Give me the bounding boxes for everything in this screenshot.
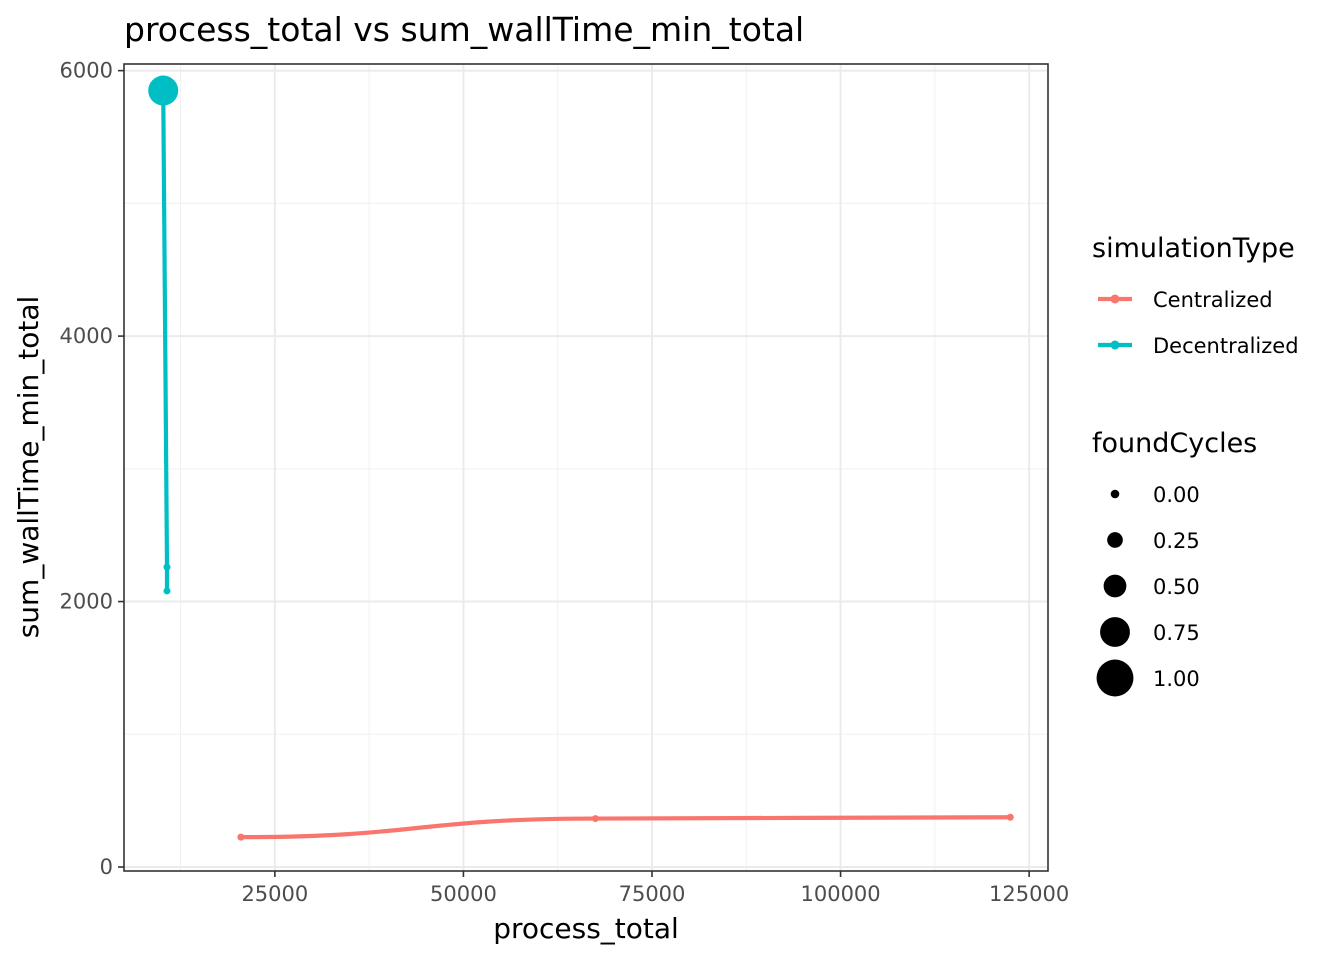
x-axis-title: process_total <box>493 912 679 945</box>
legend-size-label: 0.75 <box>1153 621 1200 645</box>
legend-size-key <box>1107 532 1123 548</box>
legend-size-key <box>1103 574 1127 598</box>
x-tick-label: 25000 <box>241 882 308 906</box>
legend-color-title: simulationType <box>1092 233 1295 264</box>
legend-key-point-centralized <box>1110 294 1120 304</box>
y-tick-label: 2000 <box>60 590 113 614</box>
y-tick-label: 6000 <box>60 59 113 83</box>
legend-size-label: 0.50 <box>1153 575 1200 599</box>
legend-label-centralized: Centralized <box>1153 288 1273 312</box>
y-tick-label: 0 <box>100 855 113 879</box>
chart-title: process_total vs sum_wallTime_min_total <box>124 10 804 49</box>
x-tick-label: 100000 <box>800 882 880 906</box>
panel-border <box>123 63 1049 872</box>
data-point-centralized <box>591 815 599 823</box>
series-layer <box>148 75 1014 841</box>
legend-size-key <box>1096 659 1134 697</box>
legend-key-point-decentralized <box>1110 340 1120 350</box>
legend-size-title: foundCycles <box>1092 428 1257 459</box>
legend-size-label: 0.25 <box>1153 529 1200 553</box>
axes: 25000 50000 75000 100000 125000 0 2000 4000 6000 <box>60 59 1070 906</box>
data-point-decentralized <box>148 75 179 106</box>
legend-size-key <box>1100 617 1130 647</box>
y-axis-title: sum_wallTime_min_total <box>12 296 45 639</box>
legend-size-label: 0.00 <box>1153 483 1200 507</box>
legend-label-decentralized: Decentralized <box>1153 334 1299 358</box>
legend: simulationType Centralized Decentralized fo… <box>1092 233 1299 697</box>
data-point-centralized <box>1006 813 1014 821</box>
plot-panel <box>124 64 1048 871</box>
x-tick-label: 75000 <box>619 882 686 906</box>
legend-size-key <box>1110 489 1120 499</box>
data-point-decentralized <box>163 587 171 595</box>
x-tick-label: 50000 <box>430 882 497 906</box>
data-point-centralized <box>237 833 245 841</box>
y-tick-label: 4000 <box>60 324 113 348</box>
data-point-decentralized <box>163 563 171 571</box>
x-tick-label: 125000 <box>989 882 1069 906</box>
legend-size-label: 1.00 <box>1153 667 1200 691</box>
